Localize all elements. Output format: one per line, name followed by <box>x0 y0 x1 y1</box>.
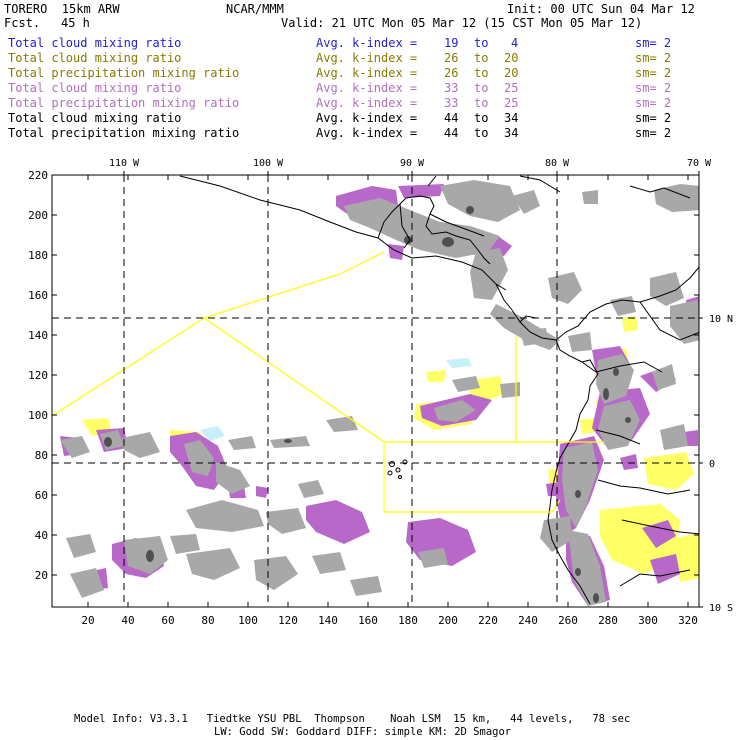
x-tick-label: 100 <box>238 614 258 627</box>
legend-smoothing: sm= 2 <box>635 36 672 50</box>
legend-smoothing: sm= 2 <box>635 51 672 65</box>
legend-k-start: 19 <box>444 36 459 50</box>
x-tick-label: 40 <box>121 614 134 627</box>
legend-k-start: 26 <box>444 66 459 80</box>
legend-k-end: 20 <box>504 51 519 65</box>
galapagos-islands <box>387 459 408 479</box>
legend-field: Total cloud mixing ratio <box>8 81 182 95</box>
legend-to: to <box>474 51 489 65</box>
longitude-label: 70 W <box>687 158 712 169</box>
legend-smoothing: sm= 2 <box>635 81 672 95</box>
country-borders <box>399 203 699 587</box>
x-tick-label: 180 <box>398 614 418 627</box>
y-tick-label: 40 <box>35 529 48 542</box>
physics-info: LW: Godd SW: Goddard DIFF: simple KM: 2D… <box>214 726 512 738</box>
x-tick-label: 120 <box>278 614 298 627</box>
legend-k-end: 25 <box>504 96 519 110</box>
legend-avg: Avg. k-index = <box>316 81 418 95</box>
y-tick-label: 100 <box>28 409 48 422</box>
valid-time: Valid: 21 UTC Mon 05 Mar 12 (15 CST Mon … <box>281 16 643 30</box>
legend-to: to <box>474 111 489 125</box>
organization: NCAR/MMM <box>226 2 284 16</box>
x-tick-label: 140 <box>318 614 338 627</box>
legend-avg: Avg. k-index = <box>316 66 418 80</box>
legend-smoothing: sm= 2 <box>635 126 672 140</box>
y-tick-label: 20 <box>35 569 48 582</box>
y-tick-label: 120 <box>28 369 48 382</box>
legend-k-end: 20 <box>504 66 519 80</box>
legend-field: Total precipitation mixing ratio <box>8 126 240 140</box>
x-tick-label: 320 <box>678 614 698 627</box>
model-name: TORERO 15km ARW <box>4 2 120 16</box>
y-tick-label: 160 <box>28 289 48 302</box>
legend-avg: Avg. k-index = <box>316 36 418 50</box>
yellow-boundary <box>52 251 604 513</box>
latitude-label: 10 S <box>709 603 733 614</box>
gray-field <box>60 180 699 606</box>
x-tick-label: 80 <box>201 614 214 627</box>
legend-field: Total cloud mixing ratio <box>8 111 182 125</box>
y-tick-label: 140 <box>28 329 48 342</box>
x-tick-label: 300 <box>638 614 658 627</box>
map-background <box>52 175 699 607</box>
legend-avg: Avg. k-index = <box>316 51 418 65</box>
legend-k-start: 44 <box>444 126 459 140</box>
axis-tick-labels: 20 40 60 80 100 120 140 160 180 200 220 240 260 280 30… <box>28 169 698 627</box>
latlon-grid <box>52 175 699 607</box>
x-tick-label: 220 <box>478 614 498 627</box>
legend-avg: Avg. k-index = <box>316 111 418 125</box>
legend-avg: Avg. k-index = <box>316 96 418 110</box>
longitude-label: 90 W <box>400 158 425 169</box>
legend-k-start: 44 <box>444 111 459 125</box>
longitude-label: 110 W <box>109 158 140 169</box>
legend-smoothing: sm= 2 <box>635 96 672 110</box>
legend-k-start: 33 <box>444 81 459 95</box>
longitude-label: 100 W <box>253 158 284 169</box>
x-tick-label: 260 <box>558 614 578 627</box>
geo-labels: 110 W 100 W 90 W 80 W 70 W 10 N 0 10 S <box>109 158 733 614</box>
forecast-label: Fcst. <box>4 16 41 30</box>
x-tick-label: 280 <box>598 614 618 627</box>
legend-smoothing: sm= 2 <box>635 111 672 125</box>
latitude-label: 10 N <box>709 314 733 325</box>
x-tick-label: 20 <box>81 614 94 627</box>
axis-ticks <box>52 171 703 608</box>
legend-k-end: 4 <box>511 36 519 50</box>
legend-field: Total cloud mixing ratio <box>8 51 182 65</box>
legend-field: Total precipitation mixing ratio <box>8 96 240 110</box>
legend-avg: Avg. k-index = <box>316 126 418 140</box>
legend-field: Total cloud mixing ratio <box>8 36 182 50</box>
forecast-hours: 45 h <box>61 16 90 30</box>
y-tick-label: 220 <box>28 169 48 182</box>
y-tick-label: 200 <box>28 209 48 222</box>
legend-to: to <box>474 126 489 140</box>
legend-k-start: 33 <box>444 96 459 110</box>
dark-gray-cores <box>104 206 631 603</box>
legend-to: to <box>474 81 489 95</box>
x-tick-label: 160 <box>358 614 378 627</box>
init-time: Init: 00 UTC Sun 04 Mar 12 <box>507 2 695 16</box>
legend-to: to <box>474 96 489 110</box>
model-info: Model Info: V3.3.1 Tiedtke YSU PBL Thomp… <box>74 713 631 725</box>
latitude-label: 0 <box>709 459 715 470</box>
legend-k-end: 34 <box>504 126 519 140</box>
y-tick-label: 80 <box>35 449 48 462</box>
legend-k-start: 26 <box>444 51 459 65</box>
legend-to: to <box>474 66 489 80</box>
legend-k-end: 34 <box>504 111 519 125</box>
x-tick-label: 60 <box>161 614 174 627</box>
y-tick-label: 180 <box>28 249 48 262</box>
legend-k-end: 25 <box>504 81 519 95</box>
legend-smoothing: sm= 2 <box>635 66 672 80</box>
legend-field: Total precipitation mixing ratio <box>8 66 240 80</box>
legend-to: to <box>474 36 489 50</box>
longitude-label: 80 W <box>545 158 570 169</box>
x-tick-label: 240 <box>518 614 538 627</box>
map-frame <box>51 174 700 608</box>
x-tick-label: 200 <box>438 614 458 627</box>
y-tick-label: 60 <box>35 489 48 502</box>
cyan-field <box>200 358 472 441</box>
